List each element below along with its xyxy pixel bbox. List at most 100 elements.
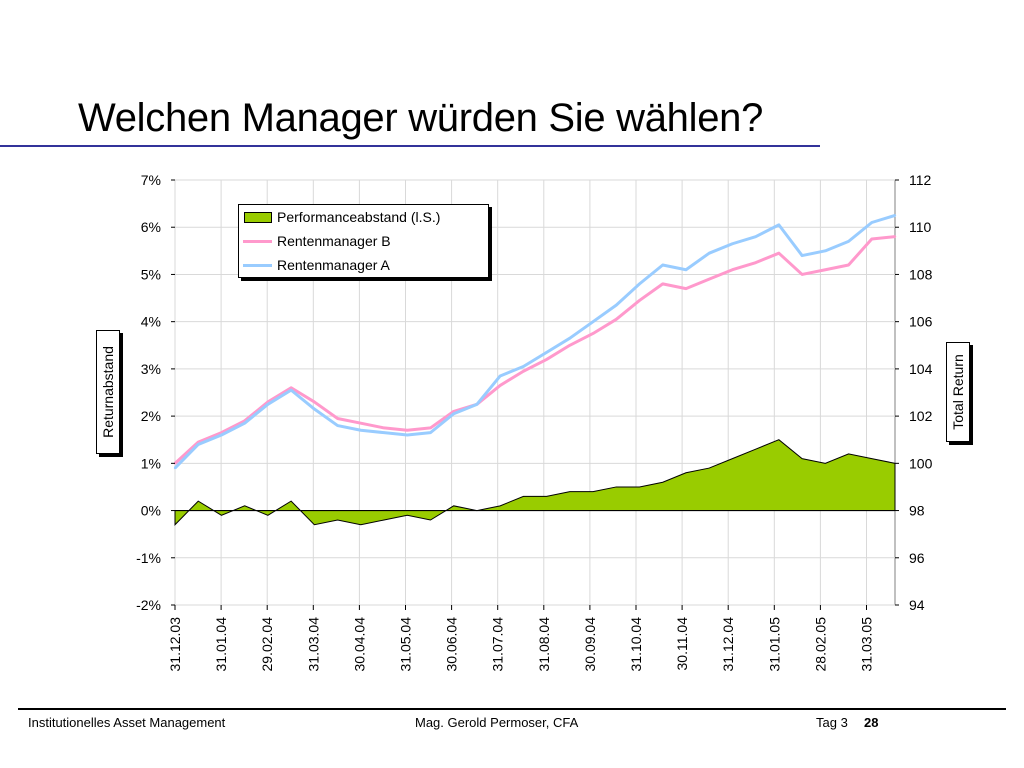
series-area-performanceabstand xyxy=(174,439,896,526)
series-line-manager-b xyxy=(173,235,896,465)
y-tick-label: 4% xyxy=(141,314,161,330)
data-point xyxy=(289,388,293,392)
y-tick-label: 0% xyxy=(141,503,161,519)
data-point xyxy=(731,242,734,245)
x-tick-label: 31.01.04 xyxy=(213,617,229,672)
data-point xyxy=(429,426,432,430)
data-point xyxy=(197,443,200,446)
data-point xyxy=(684,287,688,290)
series-line-manager-a xyxy=(173,213,896,470)
data-point xyxy=(661,263,664,267)
x-tick-label: 31.07.04 xyxy=(490,617,506,672)
legend-item-manager-a: Rentenmanager A xyxy=(239,254,488,276)
data-point xyxy=(313,407,316,411)
data-point xyxy=(638,299,641,302)
x-tick-label: 31.03.04 xyxy=(305,617,321,672)
data-point xyxy=(731,268,734,271)
data-point xyxy=(382,431,386,434)
series-lines xyxy=(173,213,897,470)
x-tick-label: 31.05.04 xyxy=(398,617,414,672)
data-point xyxy=(568,336,572,340)
legend-label: Rentenmanager A xyxy=(277,257,390,273)
data-point xyxy=(545,351,548,354)
x-tick-label: 31.12.04 xyxy=(720,617,736,672)
x-tick-label: 31.01.05 xyxy=(766,617,782,672)
data-point xyxy=(847,263,850,267)
y2-tick-label: 112 xyxy=(909,172,932,188)
y2-tick-label: 108 xyxy=(909,266,933,282)
data-point xyxy=(847,240,850,243)
data-point xyxy=(870,237,873,241)
footer-course: Institutionelles Asset Management xyxy=(28,715,226,730)
data-point xyxy=(824,268,827,271)
data-point xyxy=(568,344,572,347)
legend-label: Rentenmanager B xyxy=(277,233,391,249)
footer-day: Tag 3 xyxy=(816,715,848,730)
data-point xyxy=(359,429,363,432)
x-tick-label: 30.04.04 xyxy=(351,617,367,672)
y-tick-label: 3% xyxy=(141,361,161,377)
page-number: 28 xyxy=(864,715,879,730)
data-point xyxy=(498,384,502,387)
data-point xyxy=(452,412,455,415)
right-axis-title: Total Return xyxy=(946,342,970,442)
legend: Performanceabstand (l.S.) Rentenmanager … xyxy=(238,204,489,278)
data-point xyxy=(406,429,409,432)
x-tick-label: 30.09.04 xyxy=(582,617,598,672)
y-tick-label: 7% xyxy=(141,172,161,188)
data-point xyxy=(893,214,897,217)
y2-tick-label: 100 xyxy=(909,455,933,471)
legend-item-manager-b: Rentenmanager B xyxy=(239,230,488,252)
y2-tick-label: 102 xyxy=(909,408,933,424)
x-tick-label: 30.11.04 xyxy=(674,617,690,671)
data-point xyxy=(638,282,641,286)
y-tick-label: -2% xyxy=(136,597,161,613)
y-tick-label: -1% xyxy=(136,550,161,566)
data-point xyxy=(591,332,595,335)
data-point xyxy=(824,249,827,253)
data-point xyxy=(777,223,781,227)
data-point xyxy=(870,221,873,224)
x-tick-label: 31.08.04 xyxy=(536,617,552,672)
data-point xyxy=(382,426,386,430)
data-point xyxy=(754,261,757,264)
data-point xyxy=(707,251,711,255)
y2-tick-label: 94 xyxy=(909,597,925,613)
data-point xyxy=(800,273,804,276)
data-point xyxy=(707,277,711,281)
data-point xyxy=(615,318,618,321)
data-point xyxy=(220,433,223,437)
data-point xyxy=(522,365,525,368)
x-tick-label: 28.02.05 xyxy=(812,617,828,672)
legend-swatch-line-b xyxy=(243,240,272,243)
performance-area xyxy=(174,439,896,526)
data-point xyxy=(754,235,757,238)
data-point xyxy=(498,374,502,378)
data-point xyxy=(800,254,804,257)
y-tick-label: 2% xyxy=(141,408,161,424)
y2-tick-label: 104 xyxy=(909,361,933,377)
data-point xyxy=(313,400,316,404)
data-point xyxy=(336,417,339,420)
data-point xyxy=(684,268,688,271)
data-point xyxy=(545,358,548,361)
y2-tick-label: 110 xyxy=(909,219,932,235)
data-point xyxy=(359,421,363,425)
legend-label: Performanceabstand (l.S.) xyxy=(277,209,441,225)
legend-item-performanceabstand: Performanceabstand (l.S.) xyxy=(239,206,488,228)
axes: 7% 112 6% 110 5% 108 4% 106 3% 104 2% 102 1% 100 0% 98 -… xyxy=(136,172,932,672)
footer-divider xyxy=(18,708,1006,710)
slide-title: Welchen Manager würden Sie wählen? xyxy=(78,96,764,140)
right-axis-title-text: Total Return xyxy=(950,354,966,430)
x-tick-label: 29.02.04 xyxy=(259,617,275,672)
data-point xyxy=(243,421,246,425)
data-point xyxy=(893,235,897,238)
legend-swatch-line-a xyxy=(243,264,272,267)
x-tick-label: 31.10.04 xyxy=(628,617,644,672)
y-tick-label: 1% xyxy=(141,455,161,471)
data-point xyxy=(591,320,595,323)
y2-tick-label: 96 xyxy=(909,550,925,566)
y2-tick-label: 98 xyxy=(909,503,925,519)
data-point xyxy=(289,386,293,389)
